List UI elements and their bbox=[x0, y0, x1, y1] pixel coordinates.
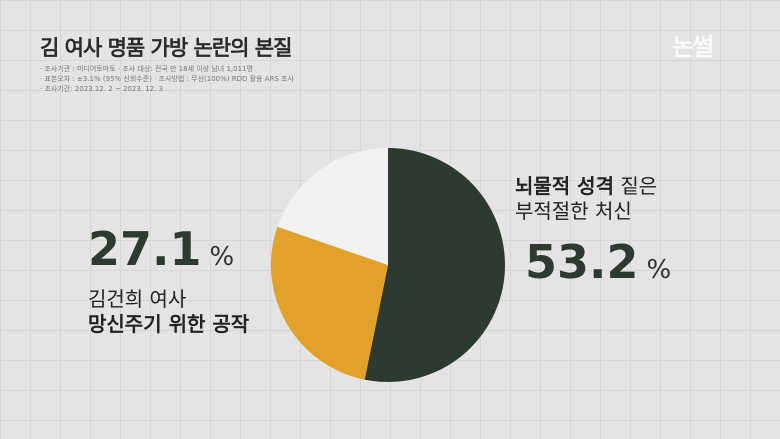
right-label-line2: 부적절한 처신 bbox=[515, 199, 632, 223]
left-value: 27.1 bbox=[88, 222, 202, 276]
right-label-rest: 짙은 bbox=[613, 174, 658, 198]
survey-meta: · 조사기관 : 미디어토마토 · 조사 대상: 전국 만 18세 이상 남녀 … bbox=[40, 64, 294, 94]
logo: 논썰 bbox=[672, 33, 714, 61]
meta-line: · 조사기간: 2023.12. 2 ~ 2023. 12. 3 bbox=[40, 85, 164, 93]
pie-slice-1 bbox=[271, 226, 388, 380]
right-percent: 53.2% bbox=[525, 235, 671, 289]
right-label: 뇌물적 성격 짙은 부적절한 처신 bbox=[515, 174, 657, 224]
pie-slice-2 bbox=[277, 148, 388, 265]
left-label: 김건희 여사 망신주기 위한 공작 bbox=[88, 287, 249, 337]
pie-slice-0 bbox=[364, 148, 505, 382]
meta-line: · 표본오차 : ±3.1% (95% 신뢰수준) · 조사방법 : 무선(10… bbox=[40, 75, 294, 83]
left-percent: 27.1% bbox=[88, 222, 234, 276]
left-unit: % bbox=[209, 242, 235, 272]
left-label-line2: 망신주기 위한 공작 bbox=[88, 312, 250, 336]
page-title: 김 여사 명품 가방 논란의 본질 bbox=[40, 36, 292, 60]
left-label-line1: 김건희 여사 bbox=[88, 287, 187, 311]
right-unit: % bbox=[646, 255, 672, 285]
right-label-bold: 뇌물적 성격 bbox=[515, 174, 614, 198]
right-value: 53.2 bbox=[525, 235, 639, 289]
meta-line: · 조사기관 : 미디어토마토 · 조사 대상: 전국 만 18세 이상 남녀 … bbox=[40, 65, 253, 73]
